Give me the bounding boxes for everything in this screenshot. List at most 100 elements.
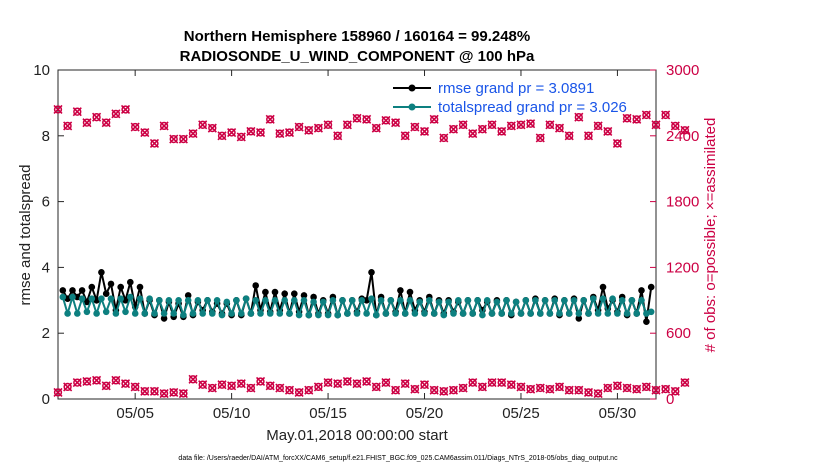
obs-possible-marker <box>121 379 130 388</box>
obs-possible-marker <box>150 387 159 396</box>
data-point <box>165 297 173 304</box>
obs-assimilated-marker <box>101 381 111 391</box>
data-point <box>392 310 399 317</box>
obs-possible-marker <box>516 382 526 392</box>
obs-assimilated-marker <box>53 387 63 397</box>
data-point <box>397 297 404 304</box>
obs-possible-marker <box>169 134 178 144</box>
data-point <box>136 283 144 291</box>
data-point <box>151 310 158 317</box>
obs-possible-marker <box>362 115 371 124</box>
obs-assimilated-marker <box>217 131 227 141</box>
obs-possible-marker <box>333 131 342 140</box>
data-point <box>503 297 510 304</box>
data-point <box>69 287 76 294</box>
obs-assimilated-marker <box>101 118 111 128</box>
data-point <box>368 269 375 276</box>
data-point <box>146 295 153 303</box>
data-point <box>107 280 115 288</box>
obs-possible-marker <box>671 121 680 131</box>
data-point <box>638 287 645 294</box>
data-point <box>78 287 86 294</box>
data-point <box>218 311 226 319</box>
obs-assimilated-marker <box>362 114 372 124</box>
y-tick-label: 10 <box>33 62 50 79</box>
legend: rmse grand pr = 3.0891 totalspread grand… <box>393 80 627 116</box>
data-point <box>353 310 361 317</box>
obs-assimilated-marker <box>178 388 188 399</box>
obs-possible-marker <box>304 386 313 395</box>
obs-possible-marker <box>92 376 101 385</box>
obs-possible-marker <box>323 120 333 129</box>
data-point <box>281 290 289 298</box>
data-point <box>329 297 337 304</box>
y-tick-label-right: 2400 <box>666 128 699 145</box>
obs-assimilated-marker <box>198 120 208 130</box>
data-point <box>387 297 395 304</box>
data-point <box>59 287 67 294</box>
data-point <box>131 310 139 317</box>
obs-possible-marker <box>63 382 72 392</box>
obs-possible-marker <box>275 129 284 138</box>
obs-possible-marker <box>622 383 632 393</box>
obs-assimilated-marker <box>169 387 179 397</box>
obs-assimilated-marker <box>63 382 73 392</box>
obs-possible-marker <box>111 376 121 385</box>
data-point <box>74 310 81 317</box>
obs-possible-marker <box>497 378 506 387</box>
data-point <box>127 293 134 301</box>
obs-possible-marker <box>352 114 362 123</box>
data-point <box>565 310 573 317</box>
obs-possible-marker <box>217 380 227 389</box>
data-point <box>209 310 216 317</box>
obs-possible-marker <box>323 378 333 387</box>
obs-possible-marker <box>159 121 169 131</box>
obs-possible-marker <box>642 382 651 392</box>
obs-possible-marker <box>603 127 612 136</box>
obs-possible-marker <box>246 383 256 393</box>
obs-assimilated-marker <box>468 377 478 388</box>
data-point <box>107 295 115 303</box>
data-point <box>276 310 284 317</box>
obs-possible-marker <box>680 378 690 387</box>
obs-possible-marker <box>651 120 661 129</box>
obs-possible-marker <box>574 113 583 122</box>
data-point <box>594 310 602 317</box>
data-point <box>483 297 491 304</box>
obs-assimilated-marker <box>227 127 237 138</box>
obs-assimilated-marker <box>497 377 507 388</box>
data-point <box>112 310 120 317</box>
obs-assimilated-marker <box>130 382 140 392</box>
obs-possible-marker <box>632 384 641 394</box>
data-point <box>633 310 640 317</box>
x-tick-label: 05/05 <box>116 405 154 422</box>
x-axis-label: May.01,2018 00:00:00 start <box>266 427 448 444</box>
data-point <box>344 310 351 317</box>
obs-assimilated-marker <box>593 388 603 399</box>
obs-possible-marker <box>593 121 603 131</box>
data-point <box>474 297 481 304</box>
data-point <box>377 297 385 304</box>
obs-possible-marker <box>314 382 323 392</box>
data-point <box>305 311 313 319</box>
obs-assimilated-marker <box>159 121 169 131</box>
obs-possible-marker <box>410 384 420 394</box>
obs-assimilated-marker <box>294 122 304 132</box>
obs-assimilated-marker <box>410 384 420 394</box>
obs-possible-marker <box>73 378 82 387</box>
obs-assimilated-marker <box>641 382 651 392</box>
data-point <box>334 311 342 319</box>
obs-assimilated-marker <box>217 380 227 390</box>
obs-assimilated-marker <box>246 126 256 136</box>
data-point <box>469 310 477 317</box>
obs-possible-marker <box>256 128 265 137</box>
obs-assimilated-marker <box>265 114 275 124</box>
data-point <box>83 308 91 316</box>
data-point <box>266 310 274 317</box>
obs-assimilated-marker <box>304 385 314 395</box>
obs-possible-marker <box>188 375 198 384</box>
obs-possible-marker <box>352 379 362 388</box>
obs-assimilated-marker <box>632 114 642 124</box>
data-point <box>508 310 515 317</box>
y-tick-label-right: 1200 <box>666 259 699 276</box>
